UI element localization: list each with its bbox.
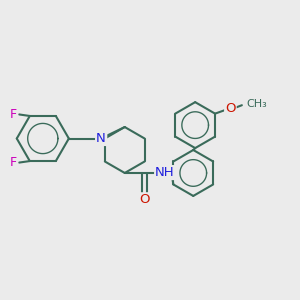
Text: N: N <box>96 132 106 145</box>
Text: N: N <box>97 132 106 145</box>
Text: O: O <box>140 193 150 206</box>
Text: F: F <box>10 156 17 169</box>
Text: O: O <box>225 102 236 115</box>
Text: CH₃: CH₃ <box>247 99 267 109</box>
Text: F: F <box>10 108 17 121</box>
Text: NH: NH <box>155 166 175 179</box>
